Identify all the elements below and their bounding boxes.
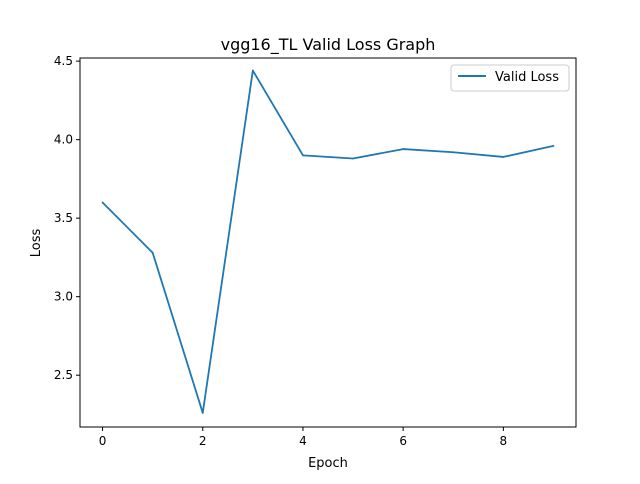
x-tick-label: 6 [399,434,407,448]
data-point [251,69,254,72]
series-line-valid-loss [101,69,554,414]
y-tick-label: 3.5 [54,211,73,225]
x-tick-label: 2 [199,434,207,448]
series-layer [101,69,555,414]
data-point [552,145,555,147]
y-axis: 2.5 3.0 3.5 4.0 4.5 [54,54,80,382]
x-tick-label: 4 [299,434,307,448]
chart-title: vgg16_TL Valid Loss Graph [221,35,436,55]
data-point [101,201,104,204]
y-axis-label: Loss [29,229,44,258]
plot-area [79,57,577,428]
data-point [151,251,154,254]
x-tick-label: 8 [500,434,508,448]
y-tick-label: 2.5 [54,368,73,382]
data-point [302,154,304,157]
data-point [201,411,204,414]
data-point [402,148,405,150]
data-point [502,156,505,158]
y-tick-label: 4.5 [54,54,73,68]
y-tick-label: 4.0 [54,133,73,147]
x-axis: 0 2 4 6 8 [99,427,507,448]
legend: Valid Loss [450,64,570,92]
data-point [352,157,354,160]
legend-box [450,64,570,92]
y-tick-label: 3.0 [54,290,73,304]
x-tick-label: 0 [99,434,107,448]
legend-label: Valid Loss [495,70,559,85]
data-point [452,151,455,154]
x-axis-label: Epoch [308,456,348,471]
